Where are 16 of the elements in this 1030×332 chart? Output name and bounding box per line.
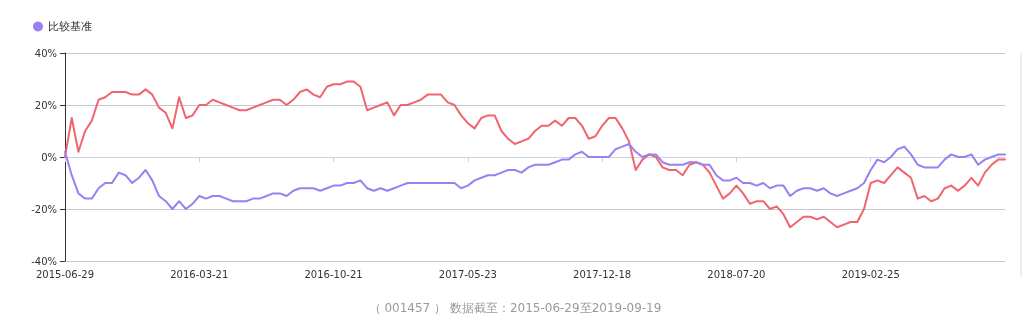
x-tick-label: 2015-06-29 — [35, 268, 95, 280]
legend-label: 比较基准 — [48, 20, 92, 33]
y-tick-label: 40% — [34, 47, 57, 59]
y-tick-label: 20% — [34, 99, 57, 111]
text: （ 001457 ） 数据截至：2015-06-29至2019-09-19 — [368, 301, 662, 315]
x-tick-label: 2019-02-25 — [841, 268, 900, 280]
x-tick-label: 2016-10-21 — [304, 268, 363, 280]
y-tick-label: 0% — [41, 151, 57, 163]
line-series — [64, 143, 1006, 210]
x-tick-label: 2018-07-20 — [707, 268, 766, 280]
y-tick-label: -40% — [31, 255, 57, 267]
x-tick-label: 2017-12-18 — [573, 268, 632, 280]
x-tick-label: 2017-05-23 — [438, 268, 497, 280]
y-tick-label: -20% — [31, 203, 57, 215]
line-series — [64, 80, 1006, 229]
x-tick-label: 2016-03-21 — [170, 268, 229, 280]
